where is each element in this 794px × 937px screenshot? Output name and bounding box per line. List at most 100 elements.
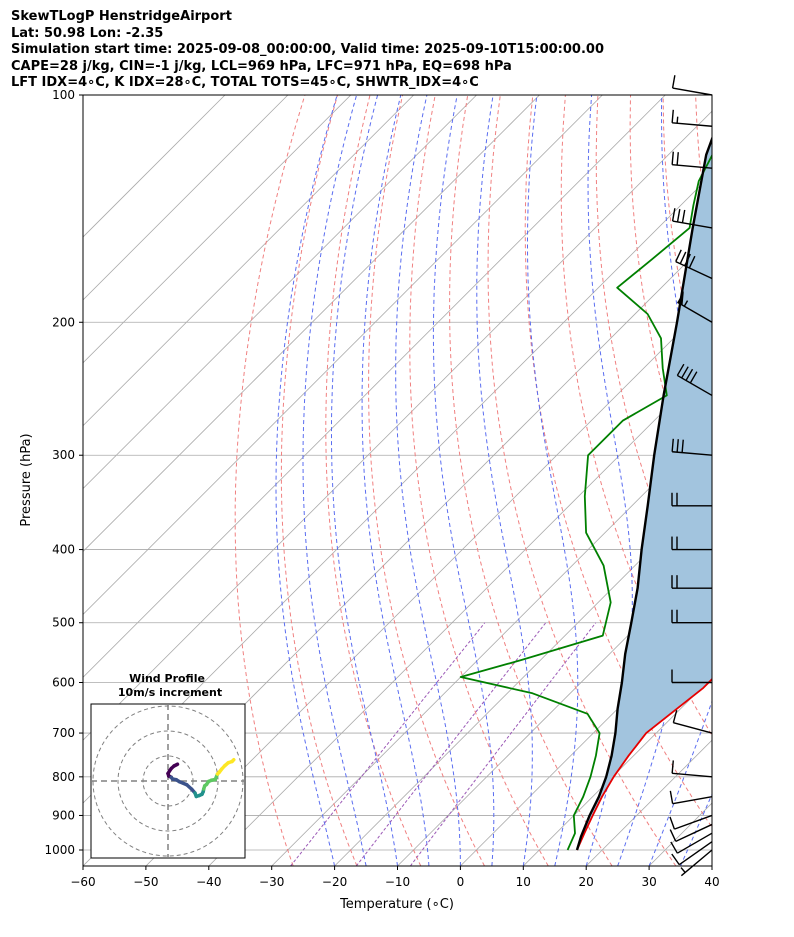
isotherm-line — [334, 488, 712, 866]
temperature-line — [576, 677, 712, 851]
moist-adiabat-line — [331, 95, 398, 866]
x-tick-label: 20 — [579, 875, 594, 889]
isotherm-line — [83, 95, 477, 490]
wind-barb-staff — [674, 814, 713, 830]
x-tick-label: −60 — [70, 875, 95, 889]
wind-barb-flag — [669, 816, 676, 830]
wind-barb-flag — [669, 829, 677, 842]
wind-barb-flag — [671, 760, 674, 774]
wind-barb — [669, 790, 713, 805]
isotherm-line — [83, 95, 414, 427]
wind-barb-half-flag — [683, 300, 689, 307]
y-tick-label: 200 — [52, 315, 75, 329]
wind-barb — [669, 823, 713, 842]
wind-barb-staff — [680, 849, 713, 877]
wind-barb-flag — [671, 853, 680, 866]
stability-parameters: CAPE=28 j/kg, CIN=-1 j/kg, LCL=969 hPa, … — [11, 58, 512, 74]
wind-barb-flag — [676, 208, 681, 222]
simulation-times: Simulation start time: 2025-09-08_00:00:… — [11, 42, 604, 57]
x-tick-label: −30 — [259, 875, 284, 889]
hodograph-trace-segment — [230, 758, 236, 764]
isotherm-line — [711, 865, 712, 866]
y-tick-label: 1000 — [44, 843, 75, 857]
hodograph-subtitle: 10m/s increment — [118, 686, 222, 699]
wind-barb — [671, 438, 713, 456]
wind-barb-flag — [672, 709, 678, 723]
moist-adiabat-line — [361, 95, 430, 866]
moist-adiabat-line — [275, 95, 338, 866]
wind-barb-staff — [673, 722, 713, 734]
dry-adiabat-line — [280, 95, 358, 866]
wind-barb — [671, 536, 712, 551]
wind-barb-staff — [678, 841, 713, 866]
wind-barb-staff — [677, 832, 713, 854]
y-tick-label: 800 — [52, 770, 75, 784]
wind-barb-staff — [677, 301, 713, 323]
wind-barb — [672, 709, 713, 734]
x-tick-label: −50 — [133, 875, 158, 889]
isotherm-line — [460, 613, 712, 866]
wind-barb-flag — [671, 109, 674, 123]
wind-barb — [671, 151, 713, 169]
wind-barb-layer — [669, 75, 713, 877]
wind-barb-flag — [671, 438, 674, 452]
y-tick-label: 600 — [52, 676, 75, 690]
moist-adiabat-line — [432, 95, 495, 866]
wind-barb-staff — [672, 220, 713, 229]
isotherm-line — [83, 95, 540, 553]
dry-adiabat-line — [487, 95, 677, 866]
x-tick-label: 30 — [641, 875, 656, 889]
x-tick-label: 0 — [457, 875, 465, 889]
isotherm-line — [271, 425, 712, 866]
x-tick-label: −40 — [196, 875, 221, 889]
wind-barb-flag — [681, 209, 686, 223]
wind-barb — [675, 249, 713, 280]
moist-adiabat-line — [648, 699, 712, 866]
wind-barb-staff — [677, 374, 713, 397]
hodograph-title: Wind Profile — [129, 672, 205, 685]
y-tick-label: 900 — [52, 808, 75, 822]
moist-adiabat-line — [527, 95, 579, 866]
wind-barb — [671, 609, 712, 624]
wind-barb — [670, 832, 713, 854]
moist-adiabat-line — [711, 864, 712, 866]
y-tick-label: 700 — [52, 726, 75, 740]
wind-barb — [671, 760, 713, 778]
dry-adiabat-line — [234, 95, 306, 866]
moist-adiabat-line — [476, 95, 533, 866]
wind-barb-flag — [671, 208, 676, 222]
mixing-ratio-line — [355, 622, 547, 866]
dry-adiabat-line — [368, 95, 485, 866]
dry-adiabat-line — [761, 95, 794, 866]
isotherm-line — [83, 95, 666, 678]
wind-barb-staff — [672, 796, 713, 805]
isotherm-line — [83, 95, 603, 615]
hodograph-ring — [117, 730, 219, 832]
wind-barb-half-flag — [680, 867, 686, 873]
isotherm-line — [83, 110, 712, 741]
wind-barb — [671, 669, 712, 684]
wind-barb — [671, 575, 712, 589]
wind-barb-staff — [672, 772, 713, 778]
wind-barb-staff — [672, 451, 713, 456]
wind-barb-flag — [675, 249, 682, 262]
dry-adiabat-line — [728, 95, 794, 866]
wind-barb-flag — [684, 253, 691, 267]
wind-barb — [671, 841, 713, 866]
chart-title: SkewTLogP HenstridgeAirport — [11, 9, 232, 24]
x-axis: −60 −50 −40 −30 −20 −10 0 10 20 30 40 — [70, 866, 720, 889]
dry-adiabat-line — [449, 95, 613, 866]
moist-adiabat-line — [680, 793, 712, 866]
wind-barb-flag — [676, 152, 679, 166]
y-tick-label: 500 — [52, 616, 75, 630]
wind-barb — [671, 492, 712, 507]
wind-barb — [676, 363, 713, 397]
wind-barb-flag — [671, 75, 676, 89]
wind-barb-staff — [672, 163, 713, 169]
isotherm-line — [208, 362, 712, 866]
x-axis-label: Temperature (∘C) — [339, 897, 454, 912]
stability-indices: LFT IDX=4∘C, K IDX=28∘C, TOTAL TOTS=45∘C… — [11, 75, 479, 90]
x-tick-label: −20 — [322, 875, 347, 889]
isotherm-line — [523, 676, 712, 866]
